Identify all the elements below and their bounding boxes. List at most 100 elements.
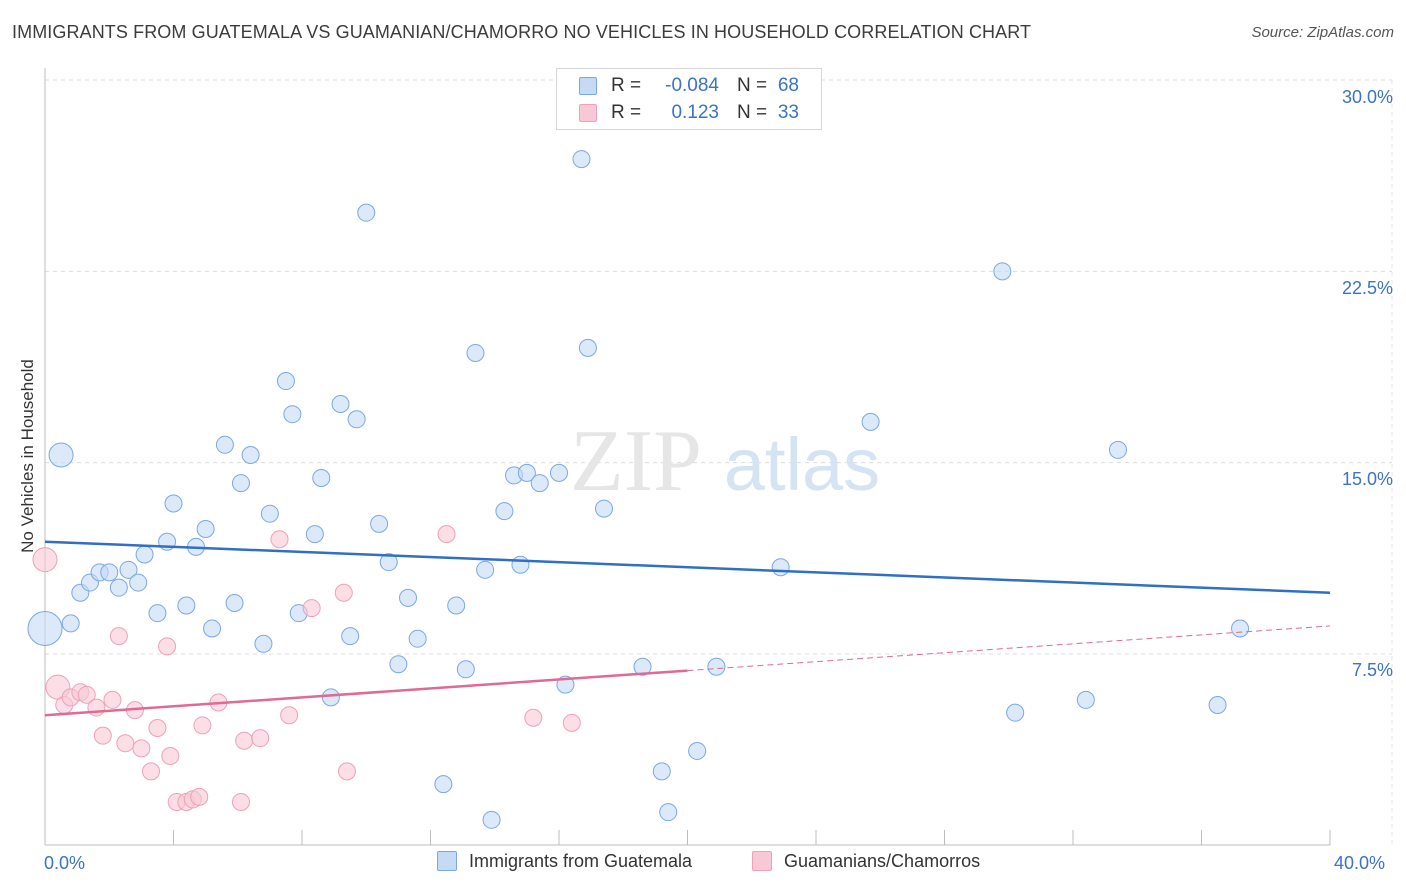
data-point <box>190 787 209 806</box>
correlation-legend: R = -0.084 N = 68 R = 0.123 N = 33 <box>556 68 822 130</box>
data-point <box>254 634 273 653</box>
legend-n-value: 68 <box>777 75 799 96</box>
data-point <box>511 555 530 574</box>
data-point <box>447 596 466 615</box>
data-point <box>578 338 597 357</box>
legend-swatch-chamorro <box>752 851 772 871</box>
data-point <box>572 150 591 169</box>
data-point <box>476 560 495 579</box>
data-point <box>109 578 128 597</box>
data-point <box>109 627 128 646</box>
chart-title: IMMIGRANTS FROM GUATEMALA VS GUAMANIAN/C… <box>12 22 1032 42</box>
data-point <box>562 713 581 732</box>
data-point <box>193 716 212 735</box>
data-point <box>276 372 295 391</box>
x-tick-label-max: 40.0% <box>1334 853 1386 873</box>
data-point <box>280 706 299 725</box>
data-point <box>93 726 112 745</box>
data-point <box>27 610 63 646</box>
data-point <box>148 718 167 737</box>
trend-line-dashed <box>687 625 1331 672</box>
y-tick-label: 30.0% <box>1341 87 1393 107</box>
data-point <box>652 762 671 781</box>
data-point <box>771 558 790 577</box>
data-point <box>456 660 475 679</box>
data-point <box>235 731 254 750</box>
data-point <box>302 599 321 618</box>
y-tick-label: 7.5% <box>1351 660 1393 680</box>
data-point <box>312 468 331 487</box>
legend-swatch-guatemala <box>437 851 457 871</box>
legend-swatch-guatemala <box>579 77 597 95</box>
data-point <box>132 739 151 758</box>
data-point <box>993 262 1012 281</box>
data-point <box>594 499 613 518</box>
data-point <box>251 729 270 748</box>
data-point <box>119 560 138 579</box>
data-point <box>215 435 234 454</box>
data-point <box>61 614 80 633</box>
data-point <box>135 545 154 564</box>
data-point <box>337 762 356 781</box>
data-point <box>321 688 340 707</box>
data-point <box>203 619 222 638</box>
data-point <box>334 583 353 602</box>
legend-r-label: R = <box>611 75 642 96</box>
data-point <box>550 463 568 482</box>
legend-n-label: N = <box>737 75 768 96</box>
data-point <box>103 690 122 709</box>
data-point <box>48 442 74 468</box>
watermark-atlas: atlas <box>724 423 880 506</box>
data-point <box>482 810 501 829</box>
data-point <box>1231 619 1250 638</box>
data-point <box>341 627 360 646</box>
data-point <box>517 463 536 482</box>
data-point <box>158 637 177 656</box>
data-point <box>389 655 408 674</box>
data-point <box>148 604 167 623</box>
data-point <box>87 698 106 717</box>
legend-r-value: -0.084 <box>665 75 719 96</box>
data-point <box>357 203 376 222</box>
legend-r-value: 0.123 <box>671 102 719 123</box>
data-point <box>633 657 652 676</box>
data-point <box>231 474 250 493</box>
legend-n-value: 33 <box>777 102 799 123</box>
source-credit: Source: ZipAtlas.com <box>1251 24 1394 41</box>
data-point <box>524 708 543 727</box>
trend-lines <box>44 540 1331 717</box>
trend-line-solid <box>44 669 688 717</box>
data-point <box>77 685 96 704</box>
data-point <box>116 734 135 753</box>
data-point <box>688 741 707 760</box>
data-point <box>241 446 260 465</box>
grid-lines <box>45 79 1393 845</box>
y-tick-label: 15.0% <box>1341 469 1393 489</box>
data-point <box>530 474 549 493</box>
data-point <box>434 775 453 794</box>
data-point <box>659 803 678 822</box>
y-tick-label: 22.5% <box>1341 278 1393 298</box>
legend-item-chamorro: Guamanians/Chamorros <box>752 851 980 872</box>
data-point <box>231 792 250 811</box>
legend-label-guatemala: Immigrants from Guatemala <box>469 851 693 871</box>
data-point <box>495 502 514 521</box>
data-point <box>1076 690 1095 709</box>
data-point <box>161 747 180 766</box>
data-point <box>196 519 215 538</box>
data-point <box>177 596 196 615</box>
data-point <box>331 394 350 413</box>
x-tick-label-min: 0.0% <box>44 853 86 873</box>
data-point <box>32 547 58 573</box>
data-point <box>399 588 418 607</box>
data-point <box>129 573 148 592</box>
data-point <box>347 410 366 429</box>
data-point <box>164 494 183 513</box>
data-point <box>260 504 279 523</box>
trend-line-solid <box>44 540 1331 595</box>
data-point <box>707 657 726 676</box>
legend-label-chamorro: Guamanians/Chamorros <box>784 851 981 871</box>
data-point <box>408 629 427 648</box>
legend-item-guatemala: Immigrants from Guatemala <box>437 851 692 872</box>
data-point <box>1108 440 1127 459</box>
